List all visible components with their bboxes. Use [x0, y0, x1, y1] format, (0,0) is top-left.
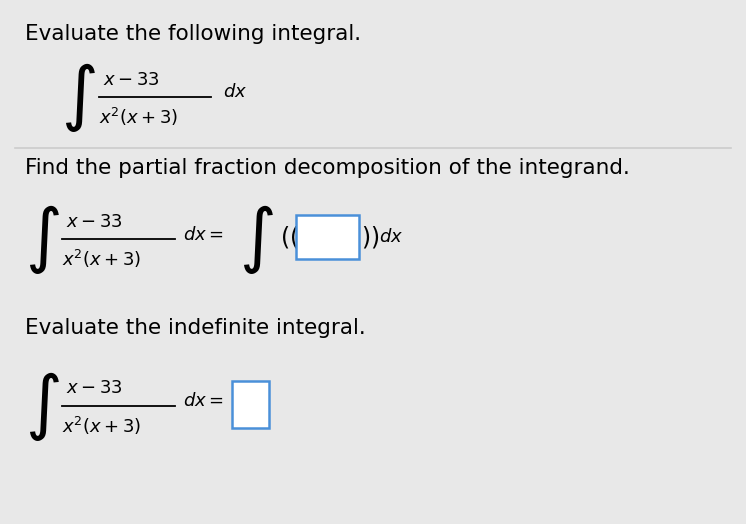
Text: $dx$: $dx$	[379, 227, 403, 246]
Text: $x^2(x + 3)$: $x^2(x + 3)$	[63, 414, 142, 436]
Text: $\int$: $\int$	[25, 203, 60, 276]
Text: $x - 33$: $x - 33$	[102, 71, 159, 89]
Text: $))$: $))$	[361, 224, 380, 249]
Text: $x - 33$: $x - 33$	[66, 213, 123, 231]
Text: $\int$: $\int$	[239, 203, 274, 276]
Text: Find the partial fraction decomposition of the integrand.: Find the partial fraction decomposition …	[25, 158, 630, 178]
Text: $dx$: $dx$	[223, 83, 247, 102]
Text: $(($: $(($	[280, 224, 298, 249]
Text: $x^2(x + 3)$: $x^2(x + 3)$	[98, 106, 178, 128]
Text: $x^2(x + 3)$: $x^2(x + 3)$	[63, 248, 142, 270]
FancyBboxPatch shape	[295, 215, 360, 259]
Text: Evaluate the indefinite integral.: Evaluate the indefinite integral.	[25, 318, 366, 338]
Text: $x - 33$: $x - 33$	[66, 379, 123, 397]
Text: Evaluate the following integral.: Evaluate the following integral.	[25, 24, 361, 44]
Text: $dx =$: $dx =$	[183, 225, 224, 244]
Text: $\int$: $\int$	[25, 369, 60, 443]
Text: $dx =$: $dx =$	[183, 392, 224, 410]
FancyBboxPatch shape	[232, 380, 269, 428]
Text: $\int$: $\int$	[61, 61, 96, 134]
